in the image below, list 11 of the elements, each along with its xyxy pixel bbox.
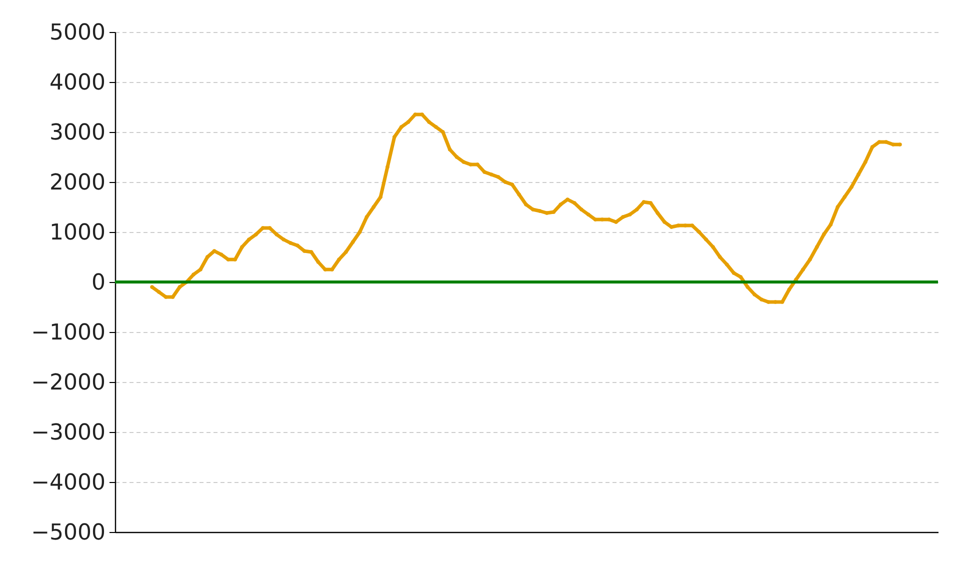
y-tick-label: −4000 bbox=[31, 470, 106, 496]
y-tick-label: −3000 bbox=[31, 420, 106, 446]
y-tick-label: 5000 bbox=[50, 20, 106, 46]
y-tick-label: −5000 bbox=[31, 520, 106, 546]
y-tick-label: −1000 bbox=[31, 320, 106, 346]
y-tick-label: 4000 bbox=[50, 70, 106, 96]
y-tick-label: 2000 bbox=[50, 170, 106, 196]
y-tick-label: 0 bbox=[92, 270, 106, 296]
y-tick-label: 3000 bbox=[50, 120, 106, 146]
y-tick-label: −2000 bbox=[31, 370, 106, 396]
y-tick-label: 1000 bbox=[50, 220, 106, 246]
